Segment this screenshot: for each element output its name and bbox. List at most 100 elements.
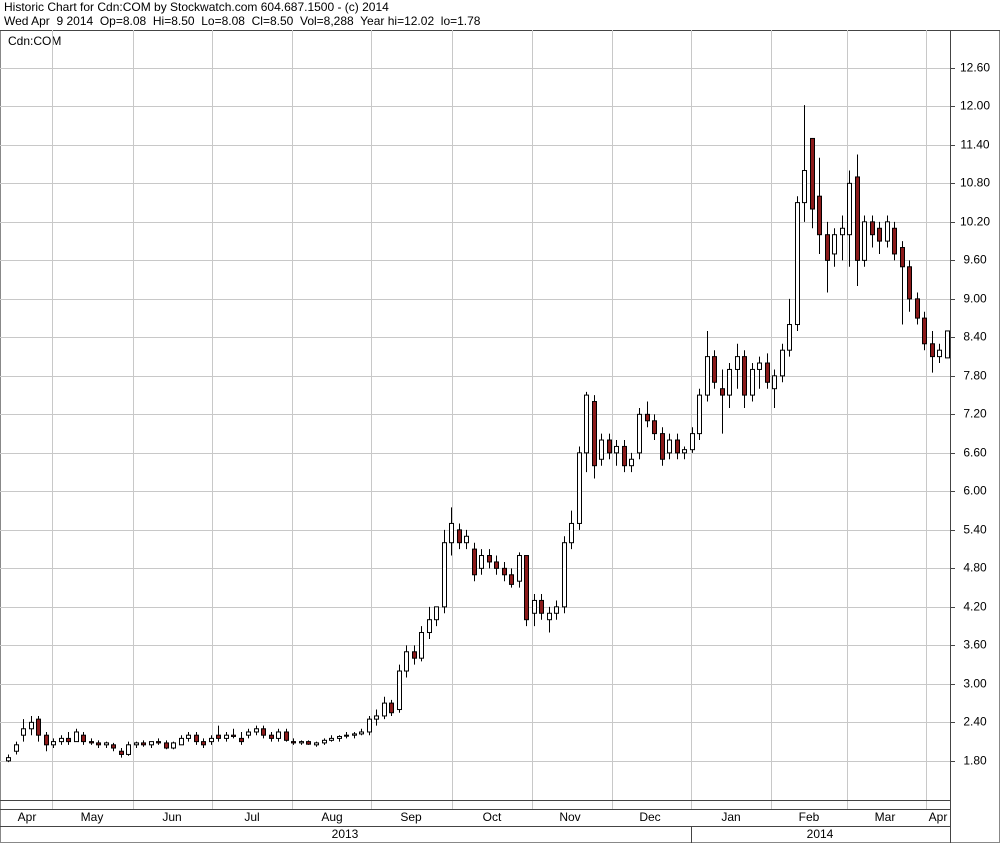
y-tick-label: 1.80 [963,754,987,768]
candle-body [937,349,942,358]
candle-body [134,742,139,746]
candle-body [111,744,116,749]
candle-body [29,721,34,730]
candle-body [675,439,680,454]
candle-body [246,731,251,736]
candle-body [374,715,379,720]
y-tick-label: 11.40 [960,138,989,152]
chart-title: Historic Chart for Cdn:COM by Stockwatch… [4,0,389,14]
candle-body [344,734,349,737]
candle-body [96,742,101,746]
candle-body [74,731,79,743]
y-tick-label: 6.00 [963,484,987,498]
candle-body [472,548,477,576]
candle-body [254,728,259,733]
candle-body [772,375,777,390]
candle-body [757,362,762,370]
candle-body [705,356,710,396]
candle-body [66,737,71,743]
y-tick-label: 4.80 [963,561,987,575]
candle-body [419,632,424,659]
candle-body [802,170,807,204]
candle-body [547,612,552,621]
candle-body [584,394,589,454]
x-tick-label: Jun [162,810,181,824]
candle-body [276,731,281,739]
y-tick-label: 5.40 [963,523,987,537]
x-tick-label: Nov [559,810,580,824]
candle-body [269,734,274,739]
candle-body [539,599,544,614]
candle-body [599,439,604,460]
candle-body [554,606,559,614]
candle-body [810,137,815,210]
y-tick-label: 2.40 [963,715,987,729]
candle-body [389,702,394,714]
candle-body [479,555,484,569]
candle-body [825,234,830,261]
candle-body [314,742,319,746]
candle-body [742,356,747,396]
candle-body [186,734,191,739]
candle-body [194,734,199,743]
candle-body [877,227,882,242]
candle-body [922,317,927,345]
candle-body [59,737,64,743]
candle-body [712,356,717,383]
candle-body [449,522,454,544]
x-tick-label: Sep [400,810,422,824]
y-tick-label: 12.00 [960,99,990,113]
candle-body [645,413,650,422]
candle-body [299,741,304,744]
y-tick-label: 10.80 [960,176,990,190]
candle-body [224,734,229,739]
x-tick-label: May [81,810,104,824]
candle-body [119,750,124,755]
candle-body [291,741,296,744]
candle-body [21,728,26,736]
candle-body [434,606,439,621]
candle-body [607,439,612,454]
candle-body [329,737,334,741]
candle-body [569,522,574,544]
y-tick-label: 9.60 [963,253,987,267]
candle-body [900,247,905,268]
candle-body [629,458,634,467]
candle-body [622,445,627,467]
candle-body [502,567,507,576]
candle-body [239,737,244,743]
candle-body [209,737,214,743]
candle-body [352,733,357,736]
candle-body [494,561,499,569]
year-label: 2014 [807,827,834,841]
candle-body [509,574,514,585]
candle-body [322,739,327,744]
candle-body [89,741,94,744]
candle-body [524,555,529,621]
candle-body [945,330,950,359]
candle-body [885,221,890,242]
x-tick-label: Oct [483,810,502,824]
candle-body [720,388,725,396]
candle-body [442,542,447,608]
candle-body [261,728,266,736]
candle-body [517,555,522,582]
y-tick-label: 6.60 [963,446,987,460]
candle-body [179,737,184,746]
candle-body [870,221,875,236]
candle-body [690,433,695,451]
y-tick-label: 7.20 [963,407,987,421]
candle-body [487,555,492,563]
candle-body [855,176,860,261]
x-tick-label: Aug [321,810,342,824]
x-tick-label: Feb [799,810,820,824]
candle-body [817,195,822,236]
y-tick-label: 8.40 [963,330,987,344]
x-tick-label: Jul [244,810,259,824]
candle-body [727,368,732,396]
candle-body [532,599,537,614]
candle-body [652,420,657,435]
candle-body [126,744,131,755]
